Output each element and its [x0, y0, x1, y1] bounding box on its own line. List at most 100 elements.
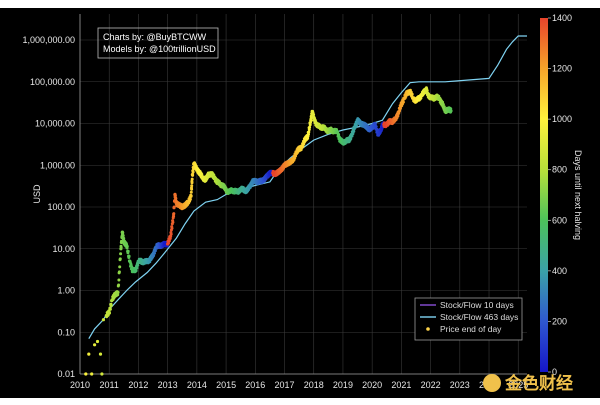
- price-point: [119, 246, 123, 249]
- price-point: [306, 136, 310, 140]
- price-point: [100, 372, 104, 376]
- price-point: [152, 254, 156, 258]
- price-point: [117, 270, 121, 274]
- y-axis-label: USD: [32, 184, 42, 204]
- colorbar-tick-label: 0: [552, 367, 557, 377]
- price-point: [442, 105, 446, 109]
- price-point: [93, 343, 97, 347]
- price-point: [307, 130, 311, 134]
- price-point: [153, 249, 157, 253]
- price-point: [153, 251, 156, 255]
- price-point: [410, 92, 414, 96]
- y-tick-label: 10,000.00: [35, 119, 75, 129]
- price-point: [308, 125, 312, 129]
- price-point: [173, 194, 177, 197]
- price-point: [108, 307, 112, 311]
- watermark-text: 金色财经: [504, 373, 573, 394]
- price-point: [419, 96, 423, 100]
- price-point: [425, 89, 429, 93]
- series-price: [84, 86, 453, 376]
- colorbar-tick-label: 800: [552, 165, 567, 175]
- x-tick-label: 2023: [450, 380, 470, 390]
- price-point: [449, 109, 453, 113]
- colorbar: [540, 18, 548, 372]
- x-tick-label: 2016: [245, 380, 265, 390]
- price-point: [168, 237, 172, 240]
- price-point: [191, 170, 195, 174]
- legend-swatch-dot: [426, 327, 430, 331]
- price-point: [189, 194, 193, 198]
- watermark-logo-icon: [483, 374, 501, 392]
- price-point: [127, 254, 131, 258]
- price-point: [189, 190, 193, 194]
- price-point: [122, 236, 126, 240]
- price-point: [134, 269, 138, 273]
- price-point: [118, 257, 122, 261]
- price-point: [119, 252, 123, 256]
- price-point: [87, 352, 91, 356]
- x-tick-label: 2011: [100, 380, 119, 390]
- price-point: [307, 132, 310, 136]
- price-point: [351, 132, 355, 136]
- colorbar-tick-label: 600: [552, 215, 567, 225]
- price-point: [190, 184, 194, 188]
- x-tick-label: 2012: [128, 380, 148, 390]
- price-point: [309, 119, 313, 123]
- x-tick-label: 2015: [216, 380, 236, 390]
- price-point: [299, 148, 303, 152]
- watermark: 金色财经: [483, 373, 573, 394]
- y-tick-label: 1,000.00: [40, 160, 75, 170]
- credit-charts: Charts by: @BuyBTCWW: [103, 32, 207, 42]
- price-point: [167, 239, 171, 243]
- price-point: [118, 265, 122, 269]
- legend-label: Stock/Flow 463 days: [440, 312, 518, 322]
- y-tick-label: 1.00: [57, 286, 75, 296]
- x-tick-label: 2014: [187, 380, 207, 390]
- y-tick-label: 10.00: [52, 244, 75, 254]
- x-tick-label: 2025: [508, 380, 528, 390]
- price-point: [401, 100, 405, 104]
- price-point: [191, 173, 195, 177]
- credit-models: Models by: @100trillionUSD: [103, 44, 216, 54]
- price-point: [167, 241, 170, 245]
- y-tick-label: 100.00: [47, 202, 75, 212]
- price-point: [116, 290, 120, 294]
- price-point: [174, 196, 178, 200]
- price-point: [190, 187, 194, 191]
- colorbar-tick-label: 1000: [552, 114, 572, 124]
- x-tick-label: 2021: [391, 380, 411, 390]
- colorbar-tick-label: 200: [552, 316, 567, 326]
- price-point: [101, 318, 105, 322]
- price-point: [373, 122, 377, 126]
- price-point: [312, 113, 316, 117]
- price-point: [135, 266, 139, 270]
- price-point: [171, 220, 175, 224]
- legend-label: Price end of day: [440, 324, 502, 334]
- x-tick-label: 2010: [70, 380, 90, 390]
- credits-box: Charts by: @BuyBTCWW Models by: @100tril…: [97, 27, 219, 59]
- price-point: [350, 134, 354, 138]
- price-point: [352, 129, 356, 133]
- x-tick-label: 2013: [158, 380, 178, 390]
- price-point: [108, 311, 111, 315]
- price-point: [116, 293, 120, 297]
- credits-border: [97, 27, 219, 59]
- y-axis-ticks: 0.01 0.10 1.00 10.00 100.00 1,000.00 10,000.00…: [22, 35, 75, 379]
- x-tick-label: 2020: [362, 380, 382, 390]
- price-point: [95, 339, 100, 344]
- y-tick-label: 1,000,000.00: [22, 35, 75, 45]
- price-point: [90, 372, 94, 376]
- price-point: [190, 181, 194, 185]
- x-tick-label: 2017: [274, 380, 294, 390]
- price-point: [121, 234, 125, 238]
- colorbar-tick-label: 1400: [552, 13, 572, 23]
- legend: Stock/Flow 10 days Stock/Flow 463 days Pri…: [414, 297, 523, 341]
- price-point: [374, 125, 378, 129]
- colorbar-tick-label: 400: [552, 266, 567, 276]
- price-point: [109, 304, 113, 307]
- price-point: [308, 123, 312, 127]
- price-point: [172, 212, 176, 216]
- price-point: [190, 177, 194, 181]
- x-tick-label: 2018: [304, 380, 324, 390]
